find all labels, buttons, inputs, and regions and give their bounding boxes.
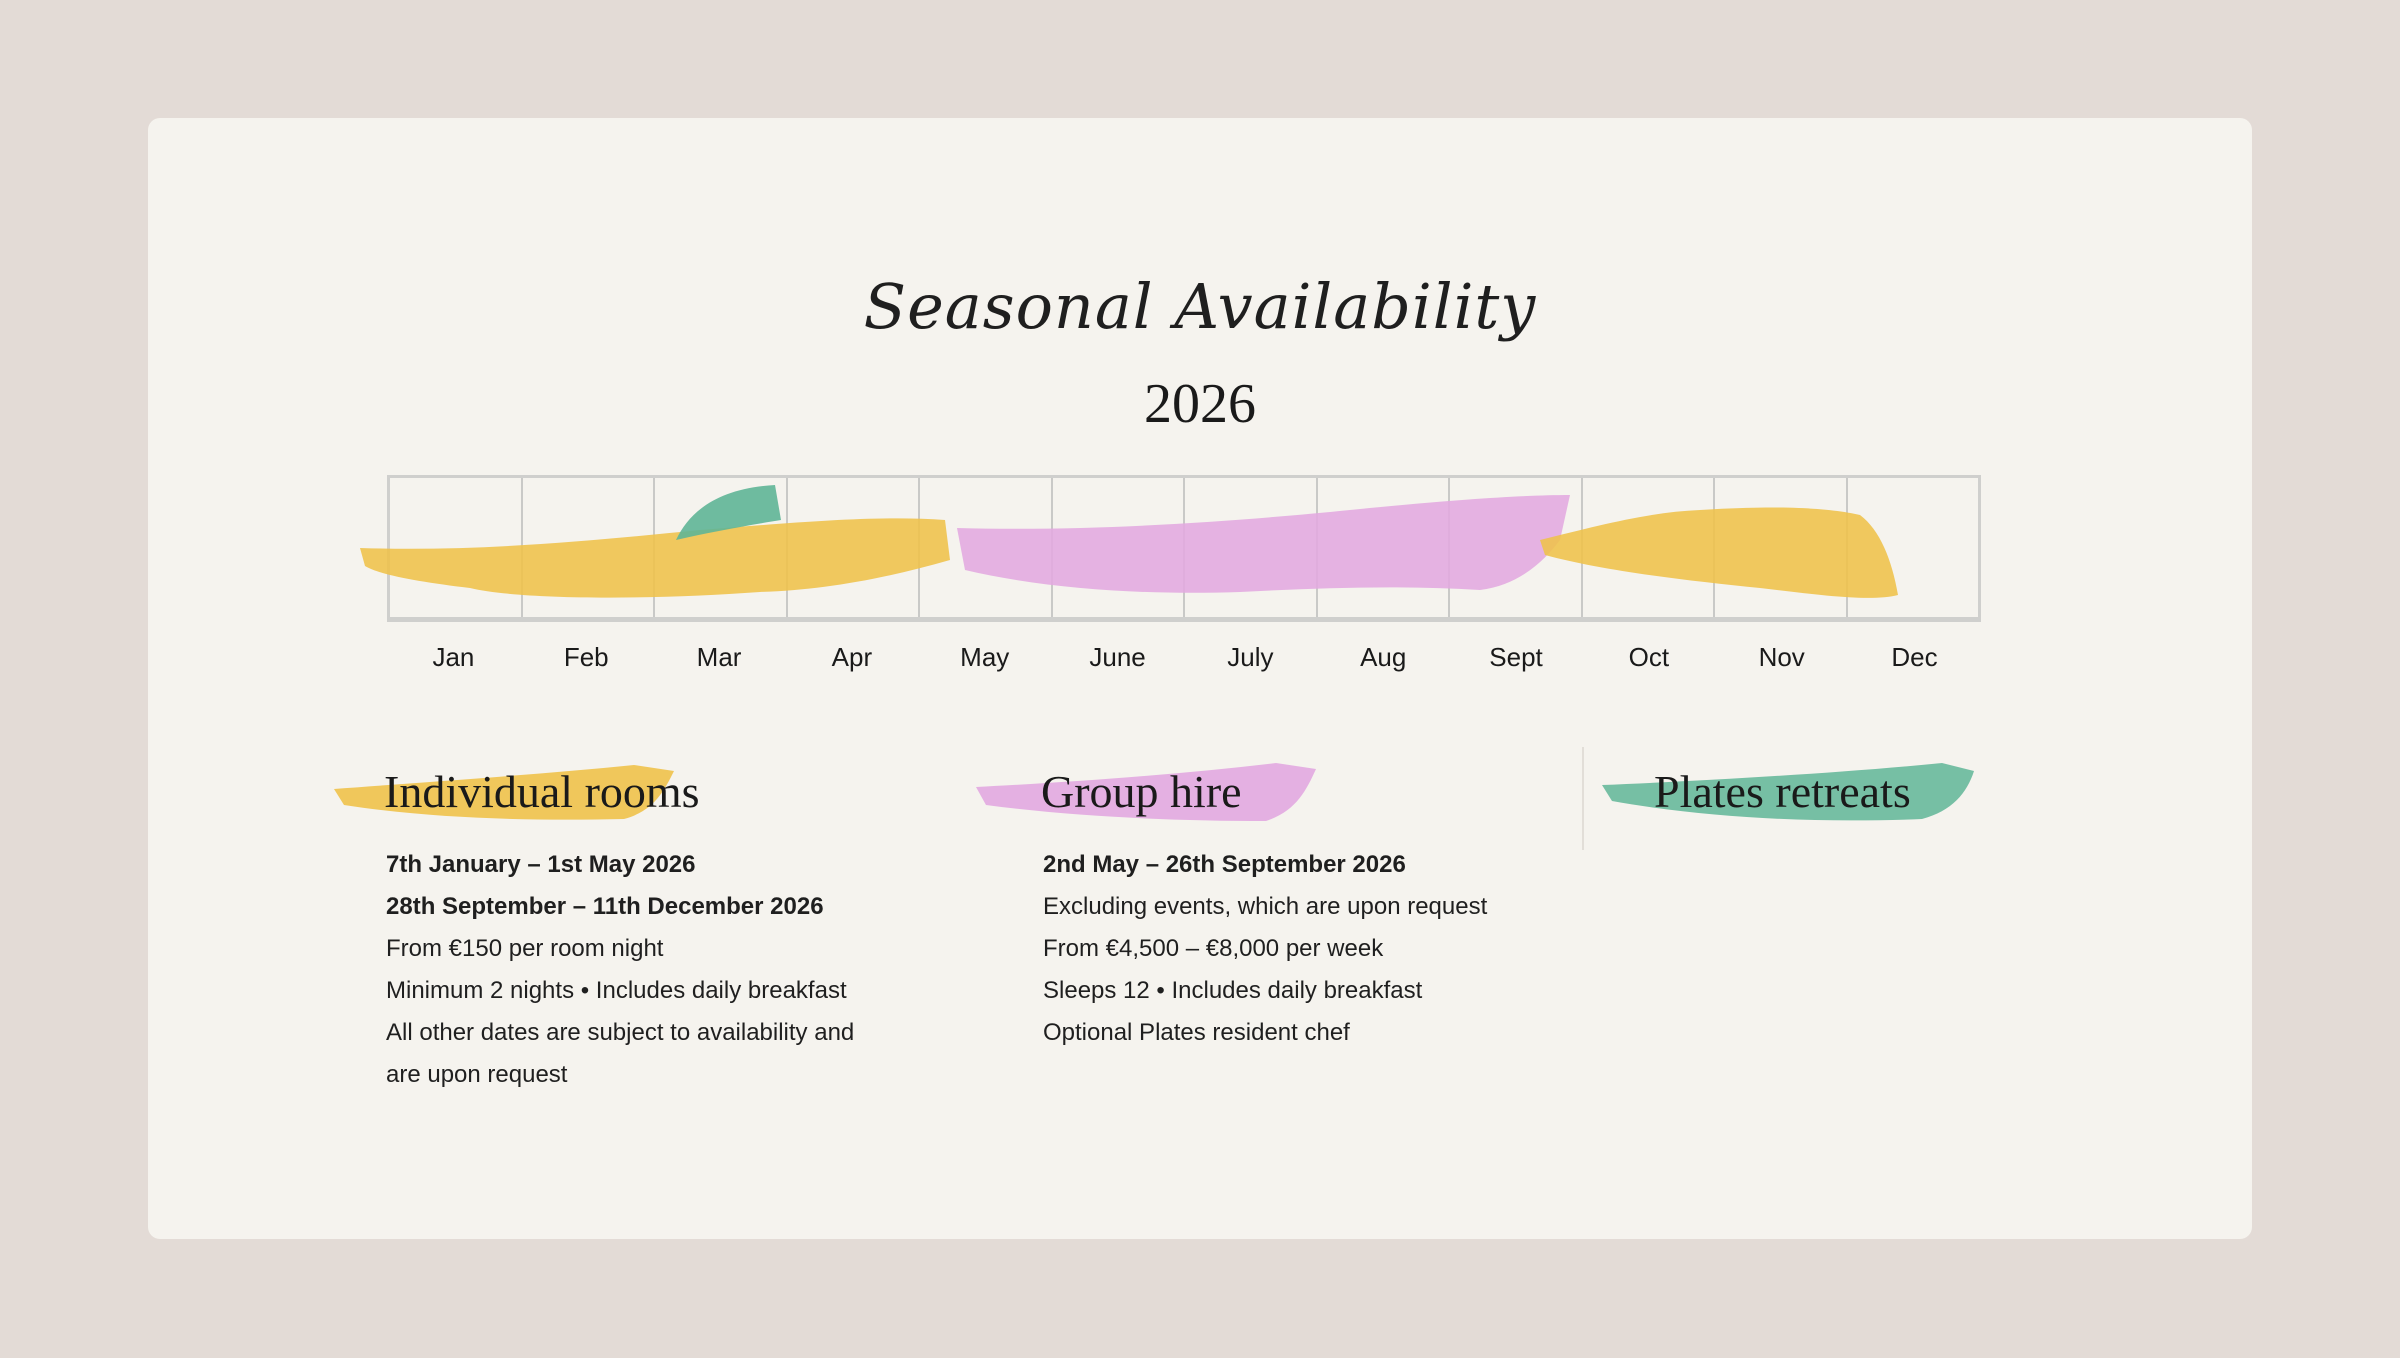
month-label: Oct [1628, 642, 1670, 672]
month-label: Apr [831, 642, 873, 672]
legend-line: All other dates are subject to availabil… [386, 1019, 855, 1046]
individual-rooms-stroke-spring [360, 518, 950, 598]
legend-individual-rooms: Individual rooms 7th January – 1st May 2… [334, 765, 855, 1096]
month-label: Dec [1891, 642, 1938, 672]
legend-line: From €4,500 – €8,000 per week [1043, 935, 1384, 962]
month-label: Sept [1489, 642, 1543, 672]
month-label: Mar [696, 642, 742, 672]
legend-line: 28th September – 11th December 2026 [386, 893, 824, 920]
legend-line: Excluding events, which are upon request [1043, 893, 1488, 920]
individual-rooms-stroke-autumn [1540, 507, 1898, 598]
month-label: Feb [563, 642, 609, 672]
yellow-brush-highlight [334, 765, 674, 820]
legend-title: Individual rooms [384, 766, 700, 817]
year-heading: 2026 [1144, 373, 1256, 435]
legend-line: Minimum 2 nights • Includes daily breakf… [386, 977, 847, 1004]
month-labels: Jan Feb Mar Apr May June July Aug Sept O… [387, 642, 1981, 673]
legend-line: Sleeps 12 • Includes daily breakfast [1043, 977, 1423, 1004]
legend-plates-retreats: Plates retreats [1602, 763, 1974, 821]
legend-group-hire: Group hire 2nd May – 26th September 2026… [976, 763, 1488, 1054]
month-label: July [1227, 642, 1274, 672]
legend-line: Optional Plates resident chef [1043, 1019, 1350, 1046]
green-brush-highlight [1602, 763, 1974, 821]
legend-title: Group hire [1041, 766, 1242, 817]
month-label: June [1089, 642, 1146, 672]
legend-title: Plates retreats [1654, 766, 1911, 817]
legend-divider [1582, 747, 1584, 850]
month-label: Jan [432, 642, 475, 672]
legend-line: 7th January – 1st May 2026 [386, 851, 696, 878]
script-title: Seasonal Availability [863, 270, 1537, 343]
month-label: Aug [1360, 642, 1407, 672]
plates-retreats-stroke [676, 485, 781, 540]
group-hire-stroke [957, 495, 1570, 593]
legend-line: From €150 per room night [386, 935, 664, 962]
month-label: Nov [1758, 642, 1805, 672]
legend-line: 2nd May – 26th September 2026 [1043, 851, 1406, 878]
legend-line: are upon request [386, 1061, 568, 1088]
availability-card [148, 118, 2252, 1239]
pink-brush-highlight [976, 763, 1316, 821]
month-label: May [960, 642, 1010, 672]
